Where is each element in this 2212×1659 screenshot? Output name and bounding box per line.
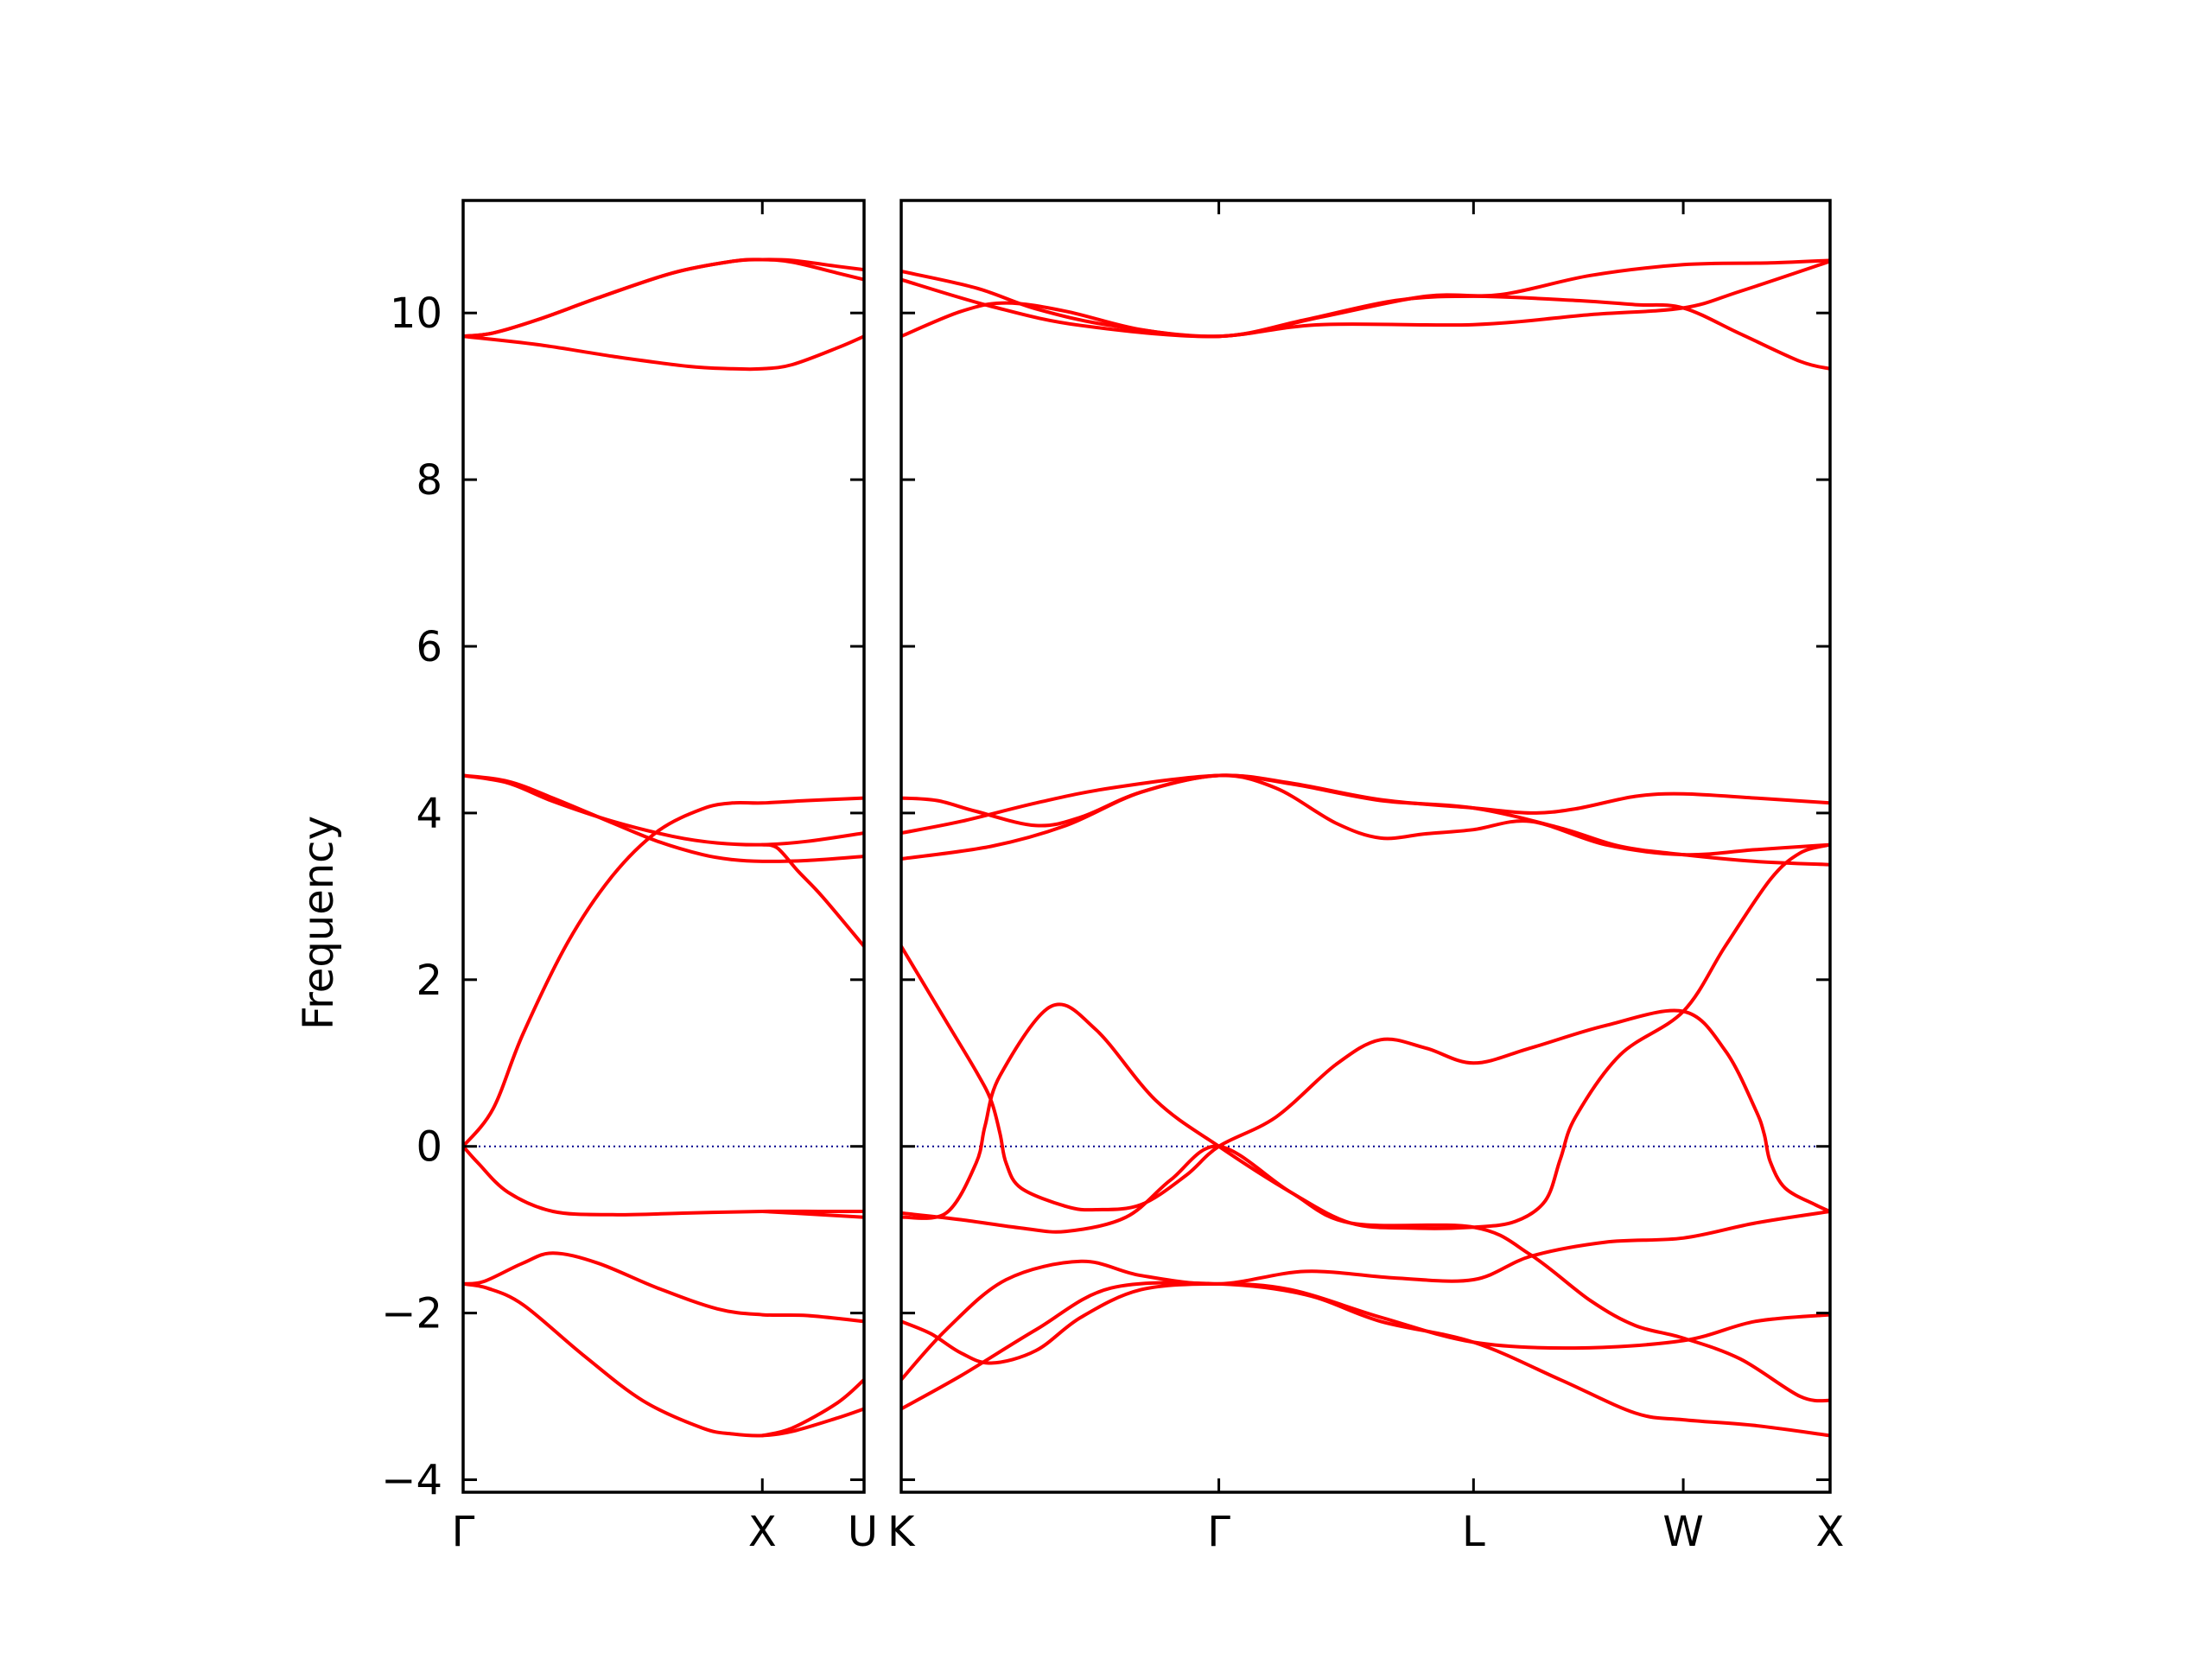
y-tick-label: 8 bbox=[416, 456, 442, 505]
band-line bbox=[901, 1144, 1830, 1403]
band-line bbox=[463, 773, 864, 847]
y-tick-label: 6 bbox=[416, 623, 442, 671]
x-tick-label: U bbox=[848, 1508, 878, 1556]
band-line bbox=[760, 1377, 864, 1438]
band-line bbox=[463, 796, 864, 1148]
band-line bbox=[901, 1281, 1830, 1365]
x-tick-label: L bbox=[1462, 1508, 1485, 1556]
x-tick-label: Γ bbox=[452, 1508, 475, 1556]
axes-frame bbox=[899, 199, 1832, 1494]
axes-frame bbox=[461, 199, 866, 1494]
x-tick-label: K bbox=[887, 1508, 916, 1556]
band-line bbox=[901, 842, 1830, 1230]
y-tick-labels: −4 −2 0 2 4 6 8 10 bbox=[381, 289, 442, 1504]
band-line bbox=[901, 944, 1830, 1213]
band-line bbox=[463, 1281, 864, 1438]
band-line bbox=[901, 1210, 1830, 1382]
band-line bbox=[463, 334, 864, 372]
x-tick-label: X bbox=[748, 1508, 777, 1556]
y-tick-label: −2 bbox=[381, 1290, 442, 1338]
x-tick-label: X bbox=[1816, 1508, 1845, 1556]
band-line bbox=[463, 1144, 864, 1217]
bands-group bbox=[463, 257, 864, 1438]
band-line bbox=[463, 1251, 864, 1324]
band-line bbox=[901, 259, 1830, 339]
band-line bbox=[463, 773, 864, 863]
y-tick-label: −4 bbox=[381, 1457, 442, 1505]
band-line bbox=[463, 257, 864, 339]
y-tick-label: 2 bbox=[416, 957, 442, 1005]
y-tick-label: 10 bbox=[390, 289, 442, 338]
band-line bbox=[760, 1210, 864, 1219]
y-tick-label: 4 bbox=[416, 790, 442, 838]
x-tick-label: W bbox=[1662, 1508, 1703, 1556]
band-line bbox=[760, 842, 864, 949]
x-tick-label: Γ bbox=[1207, 1508, 1230, 1556]
band-line bbox=[901, 773, 1830, 857]
y-tick-label: 0 bbox=[416, 1123, 442, 1172]
y-axis-label: Frequency bbox=[295, 816, 343, 1030]
band-line bbox=[901, 1281, 1830, 1438]
band-line bbox=[901, 773, 1830, 867]
band-line bbox=[901, 258, 1830, 339]
bands-group bbox=[901, 258, 1830, 1438]
